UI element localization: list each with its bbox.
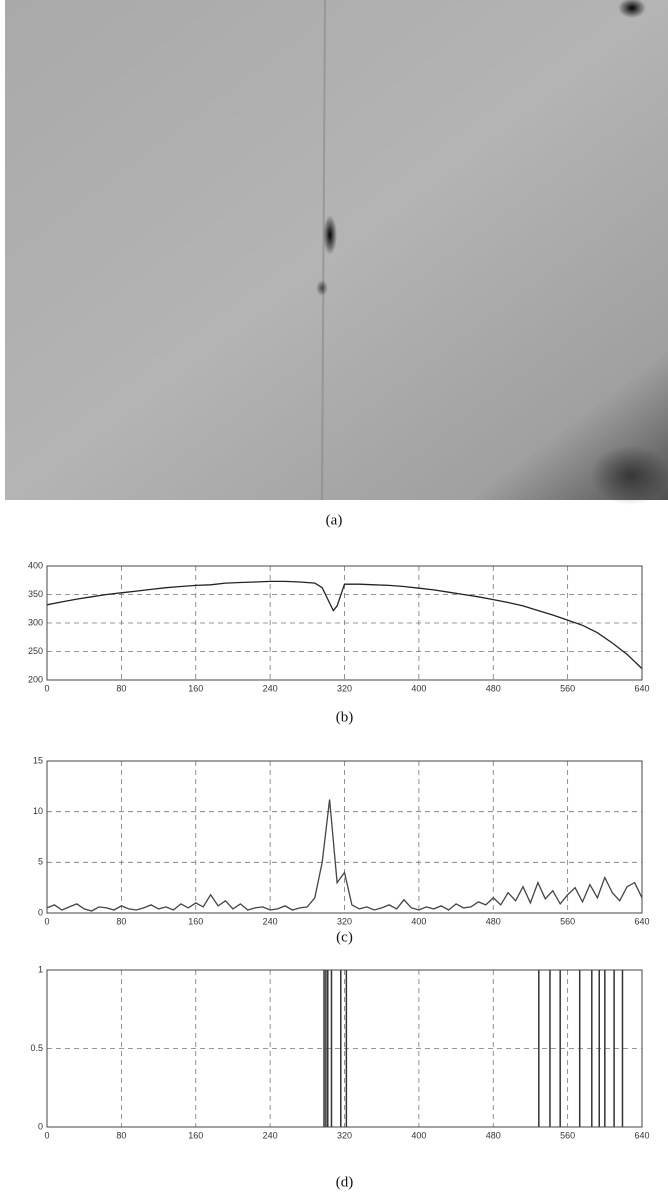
x-tick-label: 160 xyxy=(188,683,203,693)
x-tick-label: 0 xyxy=(44,683,49,693)
x-tick-label: 640 xyxy=(634,916,649,926)
x-tick-label: 240 xyxy=(263,683,278,693)
y-tick-label: 350 xyxy=(28,589,43,599)
data-line xyxy=(46,799,643,912)
x-tick-label: 80 xyxy=(116,1130,126,1140)
y-tick-label: 0 xyxy=(38,1121,43,1131)
y-tick-label: 300 xyxy=(28,617,43,627)
x-tick-label: 480 xyxy=(486,683,501,693)
data-line xyxy=(46,580,643,670)
caption: (d) xyxy=(336,1174,354,1190)
x-tick-label: 560 xyxy=(560,1130,575,1140)
y-tick-label: 15 xyxy=(33,755,43,765)
x-tick-label: 160 xyxy=(188,1130,203,1140)
caption: (b) xyxy=(336,709,354,725)
y-tick-label: 5 xyxy=(38,857,43,867)
plot-border xyxy=(46,969,643,1128)
x-tick-label: 400 xyxy=(411,1130,426,1140)
x-tick-label: 480 xyxy=(486,1130,501,1140)
x-tick-label: 480 xyxy=(486,916,501,926)
y-tick-label: 250 xyxy=(28,646,43,656)
x-tick-label: 400 xyxy=(411,916,426,926)
x-tick-label: 320 xyxy=(337,916,352,926)
y-tick-label: 200 xyxy=(28,674,43,684)
x-tick-label: 560 xyxy=(560,916,575,926)
x-tick-label: 640 xyxy=(634,683,649,693)
plot-border xyxy=(46,760,643,914)
x-tick-label: 0 xyxy=(44,1130,49,1140)
x-tick-label: 640 xyxy=(634,1130,649,1140)
plot-border xyxy=(46,565,643,681)
y-tick-label: 400 xyxy=(28,560,43,570)
x-tick-label: 560 xyxy=(560,683,575,693)
y-tick-label: 10 xyxy=(33,806,43,816)
x-tick-label: 320 xyxy=(337,683,352,693)
x-tick-label: 240 xyxy=(263,1130,278,1140)
x-tick-label: 160 xyxy=(188,916,203,926)
y-tick-label: 0.5 xyxy=(30,1043,43,1053)
caption: (c) xyxy=(336,929,353,945)
photo xyxy=(5,0,668,505)
x-tick-label: 400 xyxy=(411,683,426,693)
x-tick-label: 320 xyxy=(337,1130,352,1140)
y-tick-label: 1 xyxy=(38,964,43,974)
x-tick-label: 240 xyxy=(263,916,278,926)
image-caption: (a) xyxy=(326,512,343,528)
x-tick-label: 80 xyxy=(116,916,126,926)
x-tick-label: 0 xyxy=(44,916,49,926)
y-tick-label: 0 xyxy=(38,907,43,917)
x-tick-label: 80 xyxy=(116,683,126,693)
